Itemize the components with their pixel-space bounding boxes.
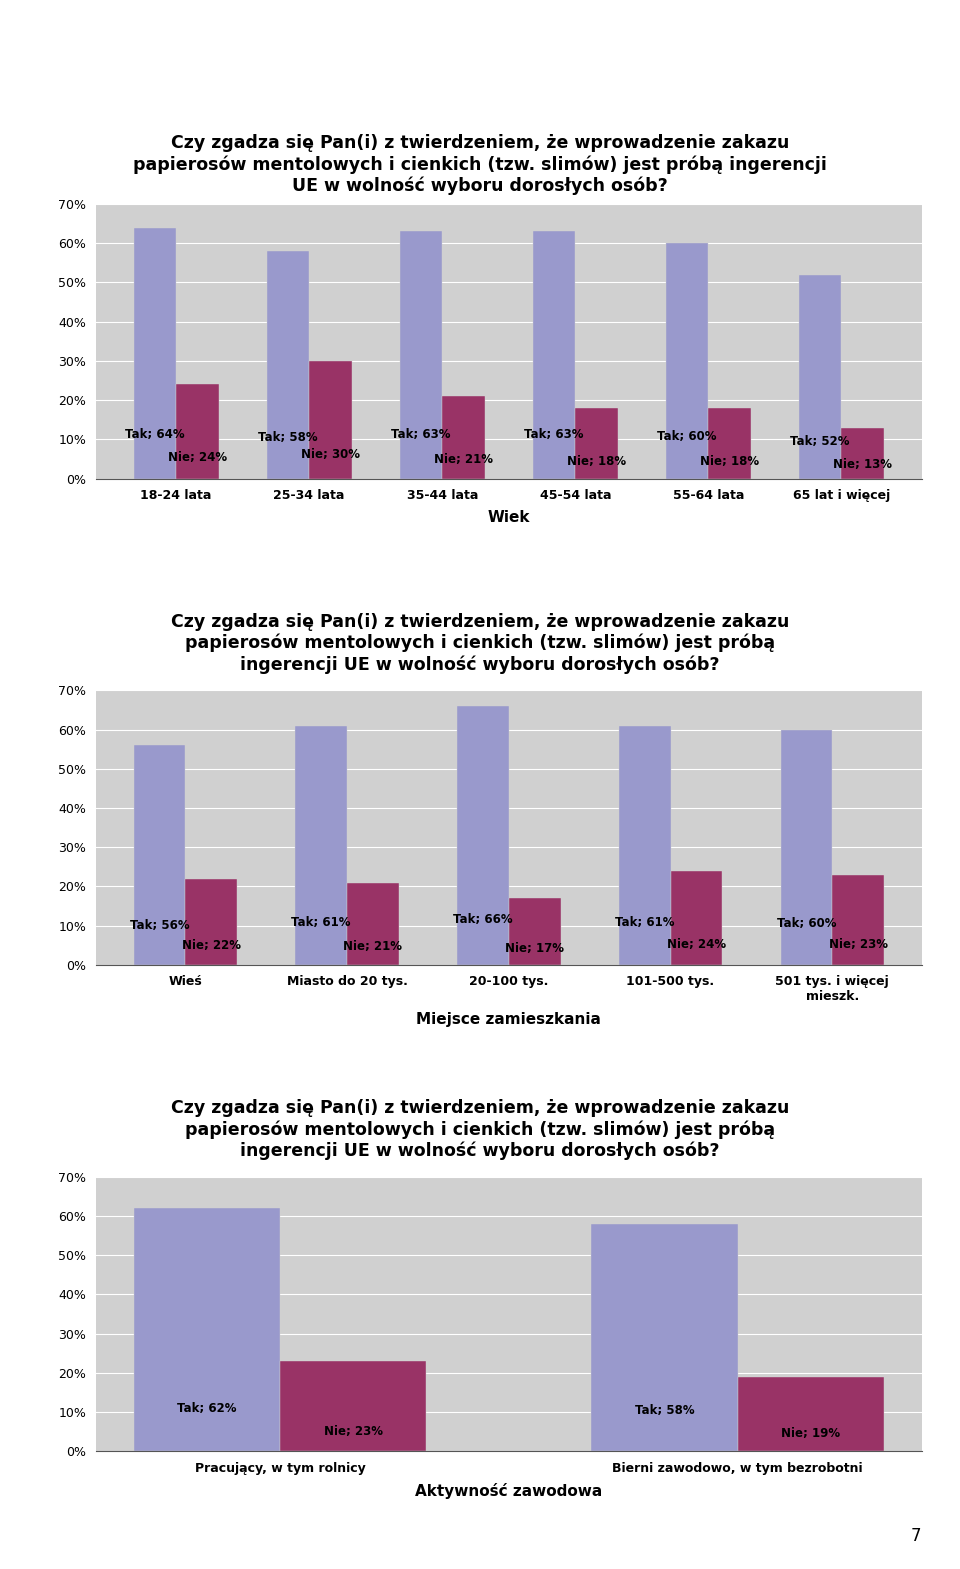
Text: Nie; 21%: Nie; 21% <box>434 453 493 466</box>
Text: Tak; 62%: Tak; 62% <box>177 1401 236 1415</box>
Text: Nie; 19%: Nie; 19% <box>781 1428 840 1440</box>
Bar <box>443 397 485 479</box>
Text: Nie; 18%: Nie; 18% <box>567 455 626 468</box>
Text: Nie; 23%: Nie; 23% <box>828 938 888 951</box>
Bar <box>708 408 751 479</box>
Text: Tak; 63%: Tak; 63% <box>392 428 451 441</box>
Bar <box>267 251 309 479</box>
X-axis label: Aktywność zawodowa: Aktywność zawodowa <box>415 1483 603 1498</box>
Text: Nie; 21%: Nie; 21% <box>344 940 402 952</box>
Text: Nie; 17%: Nie; 17% <box>505 941 564 956</box>
Bar <box>666 243 708 479</box>
Text: Tak; 61%: Tak; 61% <box>615 916 675 929</box>
Bar <box>832 876 884 965</box>
Bar <box>133 228 176 479</box>
Text: Tak; 58%: Tak; 58% <box>258 431 318 444</box>
Text: Tak; 58%: Tak; 58% <box>635 1404 694 1417</box>
Bar <box>799 275 842 479</box>
Text: Nie; 13%: Nie; 13% <box>833 458 892 471</box>
Bar <box>575 408 618 479</box>
Bar <box>348 882 398 965</box>
Text: Tak; 52%: Tak; 52% <box>790 435 850 449</box>
Text: Nie; 23%: Nie; 23% <box>324 1425 383 1437</box>
Text: Tak; 60%: Tak; 60% <box>658 430 717 444</box>
Bar <box>280 1362 426 1451</box>
Bar <box>176 384 219 479</box>
Bar <box>509 897 561 965</box>
Bar <box>185 879 237 965</box>
Text: Tak; 61%: Tak; 61% <box>292 916 351 929</box>
Bar <box>670 871 722 965</box>
Bar <box>780 730 832 965</box>
Text: Tak; 63%: Tak; 63% <box>524 428 584 441</box>
Text: Tak; 56%: Tak; 56% <box>130 919 189 932</box>
Bar <box>133 1208 280 1451</box>
Bar <box>591 1224 737 1451</box>
Text: Nie; 30%: Nie; 30% <box>301 447 360 461</box>
X-axis label: Wiek: Wiek <box>488 510 530 526</box>
Text: Nie; 24%: Nie; 24% <box>168 452 227 464</box>
Bar <box>399 232 443 479</box>
Text: Nie; 22%: Nie; 22% <box>181 938 241 952</box>
Bar <box>737 1378 884 1451</box>
Bar <box>133 745 185 965</box>
Text: Nie; 24%: Nie; 24% <box>667 938 726 951</box>
Text: Tak; 66%: Tak; 66% <box>453 913 513 926</box>
Bar <box>309 361 351 479</box>
Bar <box>619 725 670 965</box>
Text: Czy zgadza się Pan(i) z twierdzeniem, że wprowadzenie zakazu
papierosów mentolow: Czy zgadza się Pan(i) z twierdzeniem, że… <box>171 1100 789 1159</box>
Text: 7: 7 <box>911 1528 922 1545</box>
Bar <box>842 428 884 479</box>
Text: Tak; 60%: Tak; 60% <box>777 916 836 929</box>
Text: Czy zgadza się Pan(i) z twierdzeniem, że wprowadzenie zakazu
papierosów mentolow: Czy zgadza się Pan(i) z twierdzeniem, że… <box>133 135 827 195</box>
Text: Nie; 18%: Nie; 18% <box>700 455 759 468</box>
Text: Tak; 64%: Tak; 64% <box>125 428 184 441</box>
Text: Czy zgadza się Pan(i) z twierdzeniem, że wprowadzenie zakazu
papierosów mentolow: Czy zgadza się Pan(i) z twierdzeniem, że… <box>171 613 789 673</box>
Bar <box>533 232 575 479</box>
Bar <box>457 706 509 965</box>
X-axis label: Miejsce zamieszkania: Miejsce zamieszkania <box>417 1012 601 1026</box>
Bar <box>296 725 348 965</box>
